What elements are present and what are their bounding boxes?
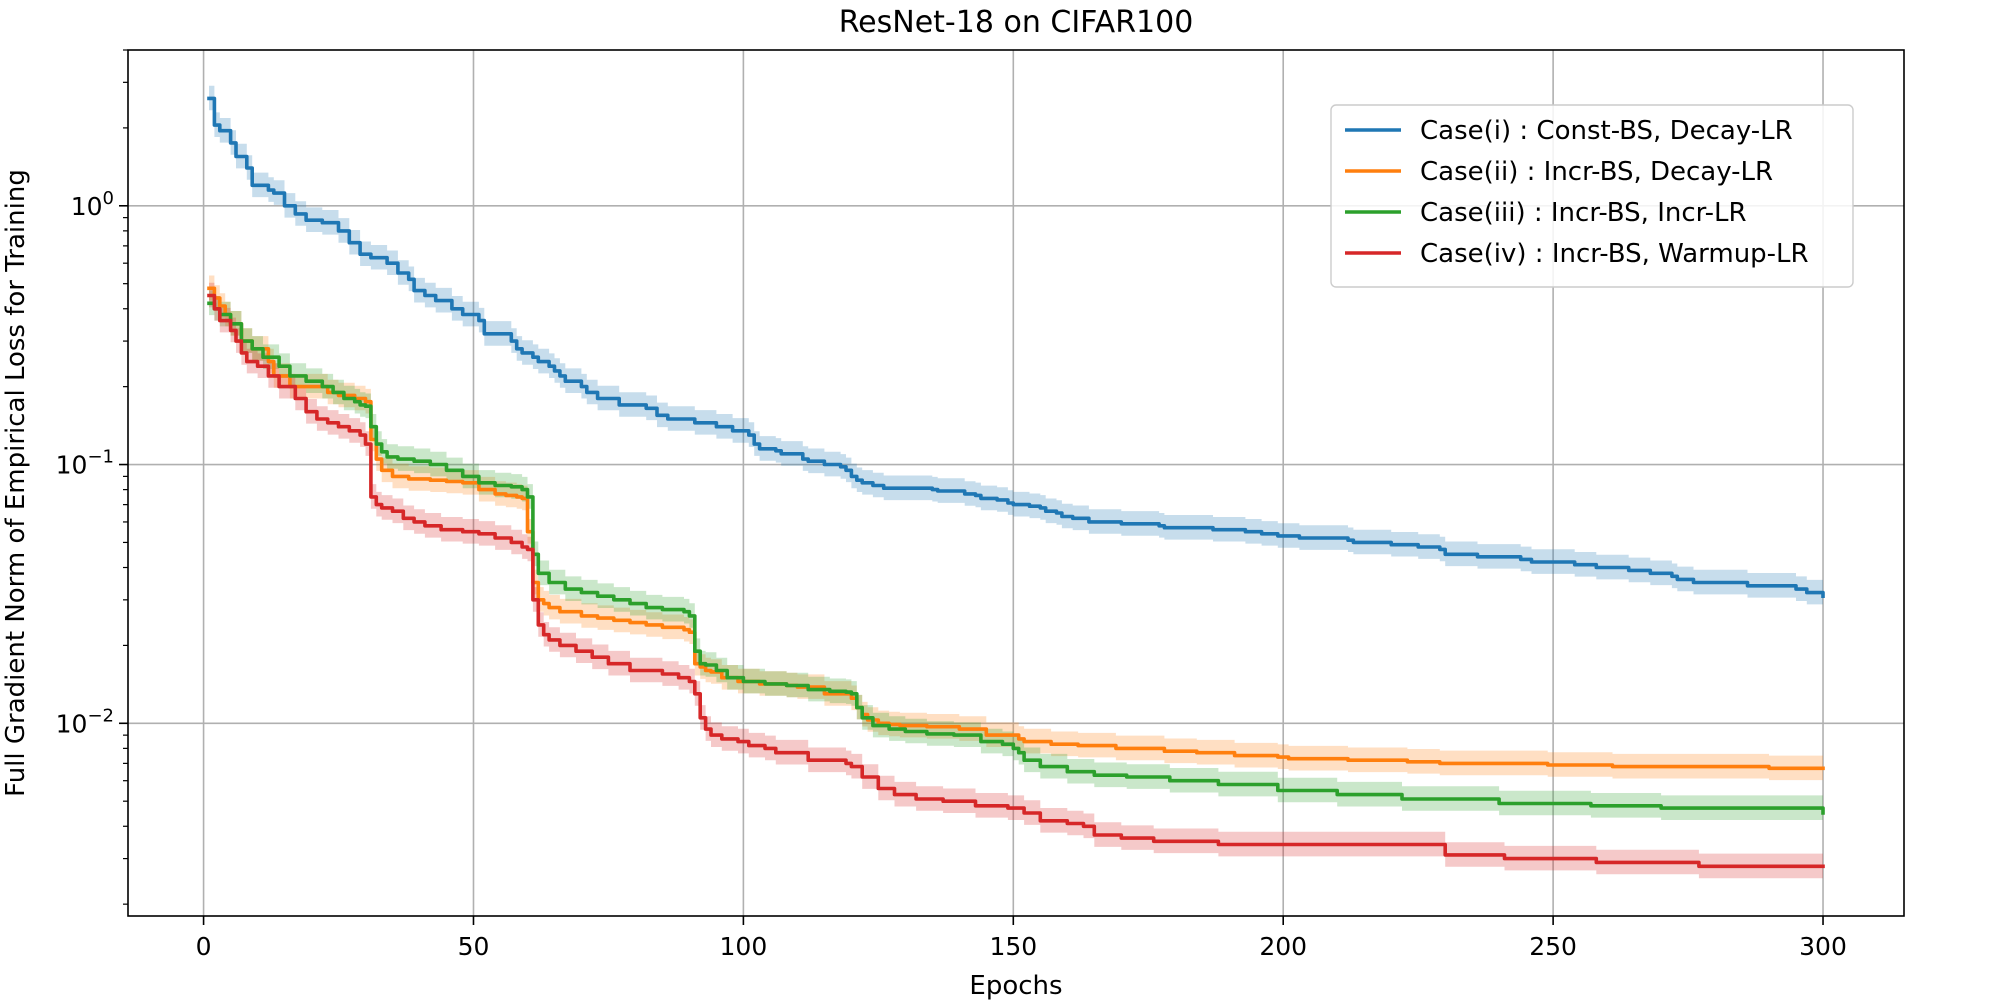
legend-box — [1330, 104, 1854, 288]
y-tick-label: 10−1 — [56, 447, 114, 480]
y-tick-label: 100 — [71, 188, 114, 221]
series-lines — [207, 96, 1825, 869]
chart-title: ResNet-18 on CIFAR100 — [839, 5, 1194, 40]
legend-label-2: Case(ii) : Incr-BS, Decay-LR — [1420, 157, 1773, 187]
y-axis-label: Full Gradient Norm of Empirical Loss for… — [1, 169, 31, 797]
y-axis: 10−2 10−1 100 — [56, 49, 128, 905]
x-tick-label: 250 — [1529, 932, 1577, 961]
x-axis: 0 50 100 150 200 250 300 — [196, 916, 1847, 961]
series-line-4 — [207, 293, 1825, 869]
x-tick-label: 300 — [1799, 932, 1847, 961]
legend-label-1: Case(i) : Const-BS, Decay-LR — [1420, 116, 1793, 146]
x-tick-label: 200 — [1259, 932, 1307, 961]
legend-label-3: Case(iii) : Incr-BS, Incr-LR — [1420, 198, 1747, 228]
x-tick-label: 0 — [196, 932, 212, 961]
y-tick-label: 10−2 — [56, 705, 114, 738]
x-tick-label: 150 — [989, 932, 1037, 961]
legend: Case(i) : Const-BS, Decay-LR Case(ii) : I… — [1330, 104, 1854, 288]
series-line-3 — [207, 301, 1825, 815]
x-axis-label: Epochs — [969, 971, 1062, 1000]
plot-frame — [127, 49, 1905, 917]
x-tick-label: 100 — [720, 932, 768, 961]
series-line-1 — [207, 96, 1825, 599]
legend-label-4: Case(iv) : Incr-BS, Warmup-LR — [1420, 239, 1809, 269]
x-tick-label: 50 — [458, 932, 490, 961]
